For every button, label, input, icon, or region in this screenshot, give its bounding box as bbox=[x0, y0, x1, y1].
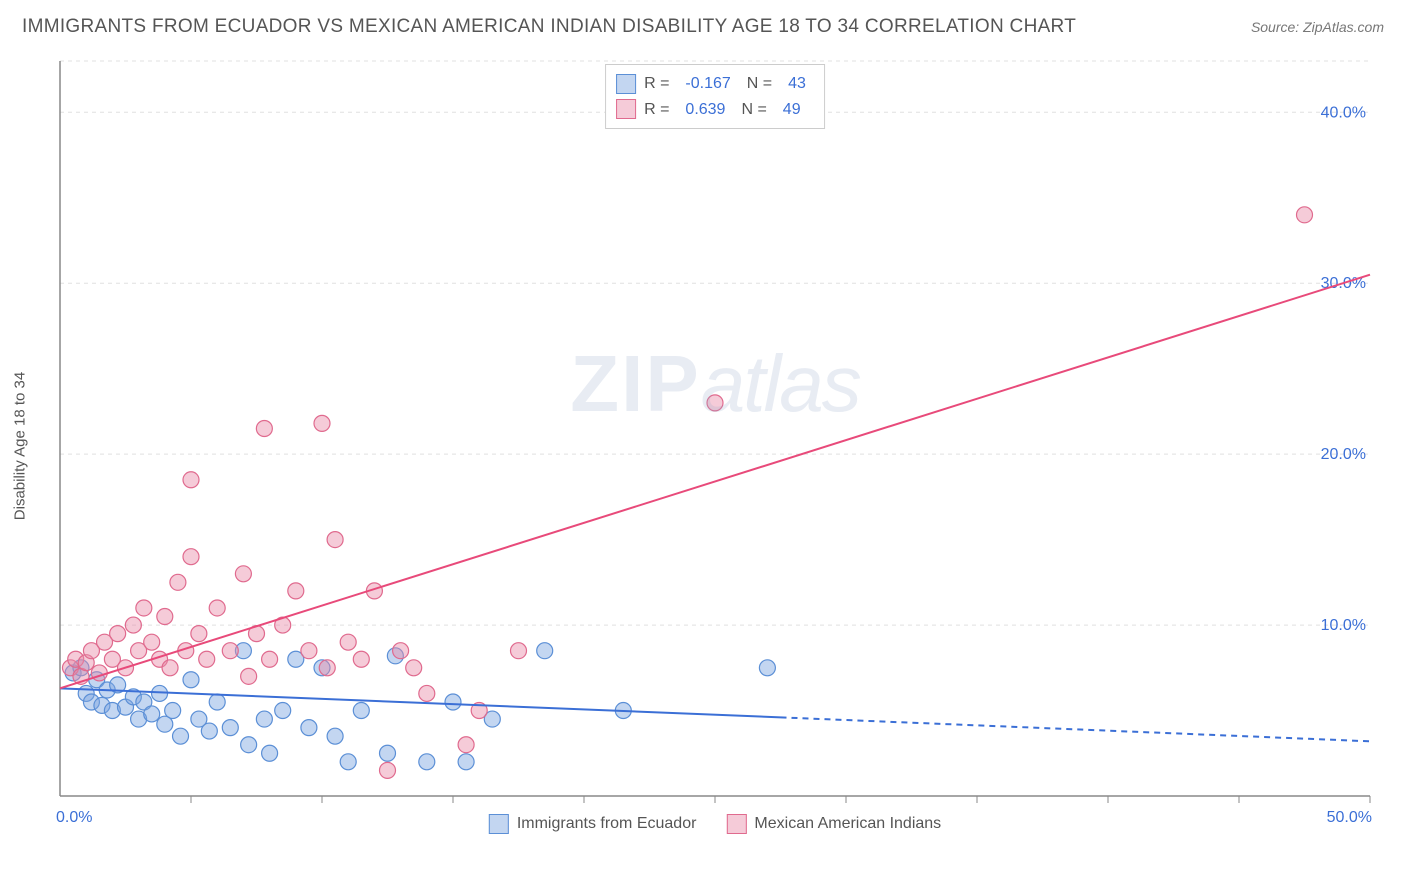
r-value-1: 0.639 bbox=[685, 97, 725, 123]
y-axis-label: Disability Age 18 to 34 bbox=[12, 372, 29, 520]
n-label: N = bbox=[741, 97, 766, 123]
scatter-point bbox=[125, 617, 141, 633]
scatter-point bbox=[445, 694, 461, 710]
legend-swatch-series-1 bbox=[616, 99, 636, 119]
r-value-0: -0.167 bbox=[685, 71, 730, 97]
scatter-point bbox=[241, 668, 257, 684]
r-label: R = bbox=[644, 97, 669, 123]
scatter-point bbox=[301, 720, 317, 736]
legend-item-1: Mexican American Indians bbox=[726, 814, 941, 834]
scatter-point bbox=[209, 600, 225, 616]
scatter-point bbox=[340, 634, 356, 650]
scatter-point bbox=[406, 660, 422, 676]
scatter-point bbox=[380, 762, 396, 778]
scatter-point bbox=[222, 720, 238, 736]
scatter-point bbox=[136, 600, 152, 616]
scatter-point bbox=[157, 609, 173, 625]
scatter-point bbox=[262, 745, 278, 761]
scatter-point bbox=[110, 626, 126, 642]
scatter-point bbox=[319, 660, 335, 676]
n-label: N = bbox=[747, 71, 772, 97]
scatter-point bbox=[262, 651, 278, 667]
scatter-point bbox=[419, 685, 435, 701]
n-value-0: 43 bbox=[788, 71, 806, 97]
scatter-point bbox=[1297, 207, 1313, 223]
scatter-point bbox=[183, 672, 199, 688]
stats-row-series-1: R = 0.639 N = 49 bbox=[616, 97, 814, 123]
scatter-point bbox=[162, 660, 178, 676]
series-legend: Immigrants from Ecuador Mexican American… bbox=[489, 814, 941, 834]
scatter-point bbox=[353, 651, 369, 667]
scatter-point bbox=[327, 532, 343, 548]
svg-text:0.0%: 0.0% bbox=[56, 809, 92, 826]
scatter-point bbox=[393, 643, 409, 659]
chart-title: IMMIGRANTS FROM ECUADOR VS MEXICAN AMERI… bbox=[22, 16, 1076, 38]
scatter-point bbox=[173, 728, 189, 744]
chart-header: IMMIGRANTS FROM ECUADOR VS MEXICAN AMERI… bbox=[22, 16, 1384, 38]
svg-text:50.0%: 50.0% bbox=[1327, 809, 1372, 826]
scatter-point bbox=[170, 574, 186, 590]
scatter-point bbox=[209, 694, 225, 710]
legend-swatch-icon bbox=[726, 814, 746, 834]
scatter-point bbox=[511, 643, 527, 659]
scatter-point bbox=[759, 660, 775, 676]
scatter-point bbox=[241, 737, 257, 753]
scatter-point bbox=[144, 706, 160, 722]
svg-text:10.0%: 10.0% bbox=[1321, 617, 1366, 634]
scatter-point bbox=[353, 703, 369, 719]
scatter-point bbox=[340, 754, 356, 770]
r-label: R = bbox=[644, 71, 669, 97]
stats-row-series-0: R = -0.167 N = 43 bbox=[616, 71, 814, 97]
legend-item-0: Immigrants from Ecuador bbox=[489, 814, 697, 834]
chart-container: Disability Age 18 to 34 ZIPatlas R = -0.… bbox=[50, 56, 1380, 836]
chart-source: Source: ZipAtlas.com bbox=[1251, 19, 1384, 35]
scatter-point bbox=[256, 421, 272, 437]
svg-text:20.0%: 20.0% bbox=[1321, 446, 1366, 463]
scatter-point bbox=[222, 643, 238, 659]
trend-line bbox=[60, 275, 1370, 689]
scatter-point bbox=[235, 566, 251, 582]
svg-text:40.0%: 40.0% bbox=[1321, 104, 1366, 121]
scatter-point bbox=[327, 728, 343, 744]
scatter-point bbox=[458, 737, 474, 753]
scatter-point bbox=[144, 634, 160, 650]
trend-line-extrapolated bbox=[781, 717, 1371, 741]
legend-label-0: Immigrants from Ecuador bbox=[517, 815, 697, 833]
source-prefix: Source: bbox=[1251, 19, 1303, 35]
scatter-point bbox=[458, 754, 474, 770]
scatter-point bbox=[191, 626, 207, 642]
scatter-point bbox=[201, 723, 217, 739]
stats-legend: R = -0.167 N = 43 R = 0.639 N = 49 bbox=[605, 64, 825, 129]
n-value-1: 49 bbox=[783, 97, 801, 123]
chart-svg: 0.0%50.0%10.0%20.0%30.0%40.0% bbox=[50, 56, 1380, 836]
legend-swatch-series-0 bbox=[616, 74, 636, 94]
scatter-point bbox=[288, 583, 304, 599]
scatter-point bbox=[537, 643, 553, 659]
scatter-point bbox=[419, 754, 435, 770]
source-name: ZipAtlas.com bbox=[1303, 19, 1384, 35]
scatter-point bbox=[256, 711, 272, 727]
scatter-point bbox=[707, 395, 723, 411]
scatter-point bbox=[275, 703, 291, 719]
scatter-point bbox=[183, 472, 199, 488]
scatter-point bbox=[380, 745, 396, 761]
legend-label-1: Mexican American Indians bbox=[754, 815, 941, 833]
legend-swatch-icon bbox=[489, 814, 509, 834]
scatter-point bbox=[199, 651, 215, 667]
scatter-point bbox=[301, 643, 317, 659]
scatter-point bbox=[314, 415, 330, 431]
scatter-point bbox=[165, 703, 181, 719]
scatter-point bbox=[183, 549, 199, 565]
